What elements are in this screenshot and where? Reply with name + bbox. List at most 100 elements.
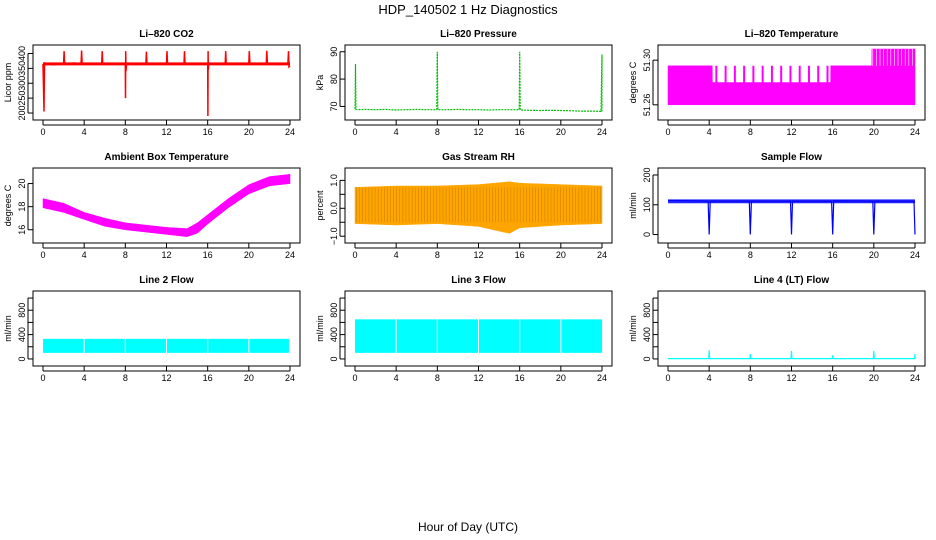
series-band-ambient_temp — [42, 174, 291, 237]
series-spike-licor_temp — [724, 65, 727, 83]
series-segment-line2_flow — [167, 338, 208, 353]
series-segment-line3_flow — [396, 319, 437, 353]
x-axis-title: Hour of Day (UTC) — [418, 520, 518, 534]
y-axis-label-line2_flow: ml/min — [3, 315, 13, 342]
y-tick-label-licor_temp: 51.30 — [642, 49, 652, 72]
x-tick-label-co2: 0 — [40, 127, 45, 137]
x-tick-label-ambient_temp: 8 — [123, 250, 128, 260]
series-band-co2 — [43, 62, 290, 66]
x-tick-label-ambient_temp: 0 — [40, 250, 45, 260]
x-tick-label-line4_flow: 20 — [869, 373, 879, 383]
series-line-sample_flow — [667, 199, 916, 235]
y-tick-label-line2_flow: 800 — [17, 303, 27, 318]
x-tick-label-pressure: 0 — [352, 127, 357, 137]
x-tick-label-co2: 24 — [285, 127, 295, 137]
plot-frame-pressure — [344, 44, 613, 121]
panel-line4_flow: Line 4 (LT) Flow 0 4 8 12 16 20 24 0 400 800 ml/min — [628, 275, 926, 383]
series-segment-line3_flow — [479, 319, 520, 353]
y-tick-label-pressure: 80 — [329, 74, 339, 84]
y-tick-label-line4_flow: 800 — [642, 303, 652, 318]
x-tick-label-line3_flow: 8 — [435, 373, 440, 383]
y-tick-label-pressure: 90 — [329, 47, 339, 57]
x-tick-label-co2: 8 — [123, 127, 128, 137]
x-tick-label-line2_flow: 16 — [203, 373, 213, 383]
x-tick-label-licor_temp: 12 — [786, 127, 796, 137]
y-axis-label-rh: percent — [315, 190, 325, 221]
series-spike-licor_temp — [752, 65, 755, 83]
x-tick-label-sample_flow: 8 — [748, 250, 753, 260]
panel-sample_flow: Sample Flow 0 4 8 12 16 20 24 0 100 200 ml/min — [628, 152, 926, 260]
x-tick-label-rh: 8 — [435, 250, 440, 260]
x-tick-label-line4_flow: 8 — [748, 373, 753, 383]
x-tick-label-sample_flow: 16 — [828, 250, 838, 260]
panel-title-line4_flow: Line 4 (LT) Flow — [754, 275, 830, 286]
x-tick-label-sample_flow: 20 — [869, 250, 879, 260]
x-tick-label-rh: 24 — [597, 250, 607, 260]
y-tick-label-co2: 400 — [17, 46, 27, 61]
x-tick-label-rh: 20 — [556, 250, 566, 260]
x-tick-label-co2: 20 — [244, 127, 254, 137]
x-tick-label-line2_flow: 12 — [161, 373, 171, 383]
y-axis-label-pressure: kPa — [315, 75, 325, 91]
y-tick-label-sample_flow: 0 — [642, 232, 652, 237]
y-axis-label-licor_temp: degrees C — [628, 61, 638, 103]
panel-title-co2: Li–820 CO2 — [139, 29, 194, 40]
y-axis-label-ambient_temp: degrees C — [3, 184, 13, 226]
x-tick-label-line4_flow: 16 — [828, 373, 838, 383]
y-tick-label-co2: 300 — [17, 76, 27, 91]
panel-title-line2_flow: Line 2 Flow — [139, 275, 194, 286]
x-tick-label-line2_flow: 0 — [40, 373, 45, 383]
x-tick-label-ambient_temp: 16 — [203, 250, 213, 260]
y-tick-label-sample_flow: 200 — [642, 167, 652, 182]
series-band-sample_flow — [668, 199, 915, 204]
x-tick-label-line3_flow: 12 — [473, 373, 483, 383]
series-spike-licor_temp — [715, 65, 718, 83]
y-tick-label-line3_flow: 400 — [329, 327, 339, 342]
panel-licor_temp: Li–820 Temperature 0 4 8 12 16 20 24 51.26 51.30 d… — [628, 29, 926, 137]
x-tick-label-licor_temp: 8 — [748, 127, 753, 137]
x-tick-label-pressure: 24 — [597, 127, 607, 137]
y-tick-label-sample_flow: 100 — [642, 197, 652, 212]
series-spike-licor_temp — [807, 65, 810, 83]
series-spike-licor_temp — [798, 65, 801, 83]
y-tick-label-rh: 0.0 — [329, 202, 339, 215]
y-axis-label-sample_flow: ml/min — [628, 192, 638, 219]
series-segment-line3_flow — [561, 319, 602, 353]
x-tick-label-rh: 0 — [352, 250, 357, 260]
series-segment-line2_flow — [208, 338, 249, 353]
x-tick-label-line3_flow: 24 — [597, 373, 607, 383]
x-tick-label-pressure: 4 — [394, 127, 399, 137]
y-tick-label-line2_flow: 400 — [17, 327, 27, 342]
y-tick-label-line4_flow: 400 — [642, 327, 652, 342]
series-line-line4_flow — [668, 350, 916, 360]
y-tick-label-co2: 200 — [17, 106, 27, 121]
y-tick-label-line2_flow: 0 — [17, 356, 27, 361]
panel-line3_flow: Line 3 Flow 0 4 8 12 16 20 24 0 400 800 ml/min — [315, 275, 613, 383]
panel-title-pressure: Li–820 Pressure — [440, 29, 517, 40]
y-tick-label-line4_flow: 0 — [642, 356, 652, 361]
x-tick-label-rh: 4 — [394, 250, 399, 260]
y-tick-label-line3_flow: 800 — [329, 303, 339, 318]
y-axis-label-line4_flow: ml/min — [628, 315, 638, 342]
series-segment-line2_flow — [84, 338, 125, 353]
x-tick-label-line2_flow: 8 — [123, 373, 128, 383]
x-tick-label-line3_flow: 16 — [515, 373, 525, 383]
y-tick-label-co2: 350 — [17, 61, 27, 76]
x-tick-label-line4_flow: 12 — [786, 373, 796, 383]
y-tick-label-ambient_temp: 16 — [17, 225, 27, 235]
series-band-rh — [354, 181, 603, 234]
x-tick-label-co2: 12 — [161, 127, 171, 137]
x-tick-label-line3_flow: 4 — [394, 373, 399, 383]
x-tick-label-line2_flow: 20 — [244, 373, 254, 383]
series-segment-line2_flow — [125, 338, 166, 353]
y-tick-label-ambient_temp: 18 — [17, 202, 27, 212]
series-segment-line2_flow — [249, 338, 289, 353]
y-tick-label-pressure: 70 — [329, 101, 339, 111]
x-tick-label-sample_flow: 12 — [786, 250, 796, 260]
y-tick-label-rh: 1.0 — [329, 174, 339, 187]
panel-title-line3_flow: Line 3 Flow — [451, 275, 506, 286]
y-axis-label-line3_flow: ml/min — [315, 315, 325, 342]
x-tick-label-ambient_temp: 20 — [244, 250, 254, 260]
x-tick-label-line2_flow: 24 — [285, 373, 295, 383]
